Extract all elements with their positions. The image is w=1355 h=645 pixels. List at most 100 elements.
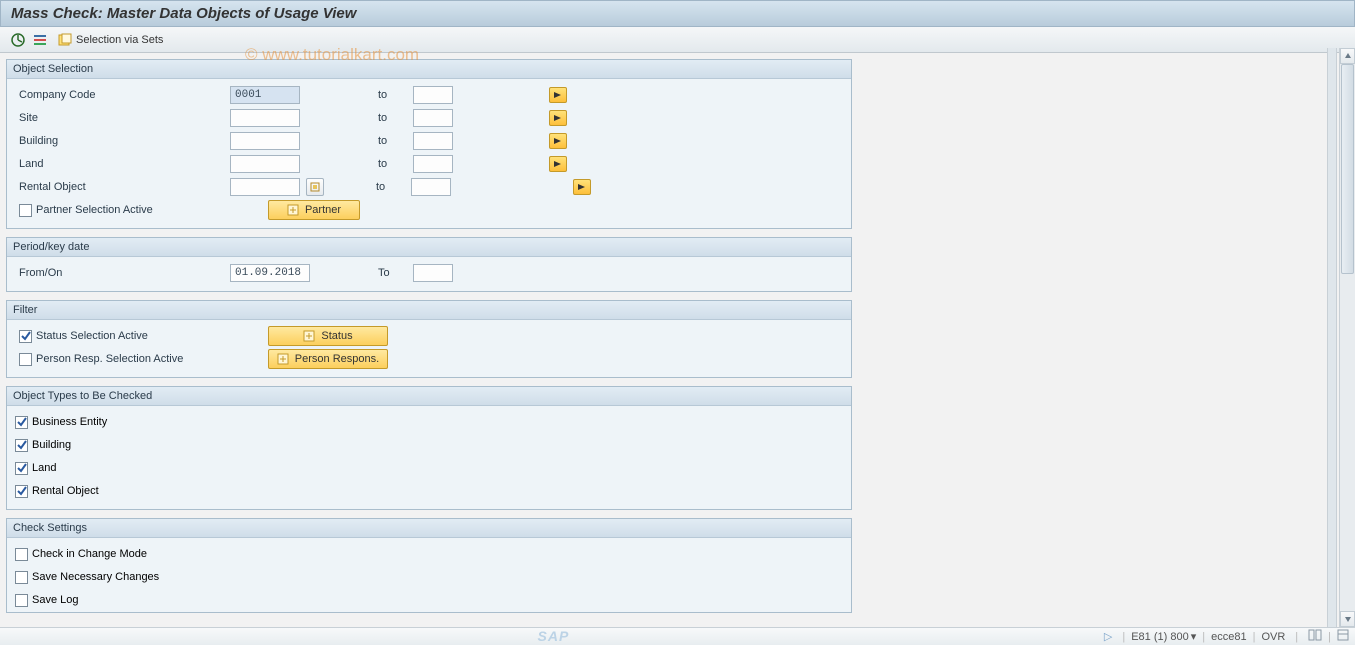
label-land: Land <box>15 158 230 170</box>
ot-land-checkbox[interactable] <box>15 462 28 475</box>
pane-splitter[interactable] <box>1327 48 1337 627</box>
row-building: Building to <box>15 130 843 152</box>
sap-logo: SAP <box>538 628 570 644</box>
label-period-from: From/On <box>15 267 230 279</box>
status-nav-icon[interactable]: ▷ <box>1104 630 1112 643</box>
status-button[interactable]: Status <box>268 326 388 346</box>
to-label: to <box>376 181 411 193</box>
person-active-checkbox[interactable] <box>19 353 32 366</box>
panel-header-period: Period/key date <box>7 238 851 257</box>
building-from-input[interactable] <box>230 132 300 150</box>
ot-rental-object-checkbox[interactable] <box>15 485 28 498</box>
to-label: to <box>378 158 413 170</box>
variant-icon[interactable] <box>30 31 50 49</box>
period-to-input[interactable] <box>413 264 453 282</box>
content-area: Object Selection Company Code to Site to <box>0 53 1355 636</box>
save-changes-label: Save Necessary Changes <box>32 571 159 583</box>
row-site: Site to <box>15 107 843 129</box>
row-ot-business-entity: Business Entity <box>15 411 843 433</box>
ot-building-checkbox[interactable] <box>15 439 28 452</box>
panel-object-selection: Object Selection Company Code to Site to <box>6 59 852 229</box>
land-to-input[interactable] <box>413 155 453 173</box>
person-active-wrap: Person Resp. Selection Active <box>15 353 230 366</box>
panel-object-types: Object Types to Be Checked Business Enti… <box>6 386 852 510</box>
panel-filter: Filter Status Selection Active Status <box>6 300 852 378</box>
status-button-label: Status <box>321 330 352 342</box>
panel-header-object-types: Object Types to Be Checked <box>7 387 851 406</box>
label-company-code: Company Code <box>15 89 230 101</box>
rental-object-range-button[interactable] <box>573 179 591 195</box>
land-from-input[interactable] <box>230 155 300 173</box>
status-active-label: Status Selection Active <box>36 330 148 342</box>
label-rental-object: Rental Object <box>15 181 230 193</box>
partner-button-label: Partner <box>305 204 341 216</box>
panel-period: Period/key date From/On To <box>6 237 852 292</box>
panel-header-filter: Filter <box>7 301 851 320</box>
scroll-up-icon[interactable] <box>1340 48 1355 64</box>
person-button-label: Person Respons. <box>295 353 379 365</box>
selection-sets-button[interactable]: Selection via Sets <box>52 30 169 50</box>
panel-check-settings: Check Settings Check in Change Mode Save… <box>6 518 852 613</box>
to-label: to <box>378 135 413 147</box>
row-status-selection: Status Selection Active Status <box>15 325 843 347</box>
vertical-scrollbar[interactable] <box>1339 48 1355 627</box>
row-partner-selection: Partner Selection Active Partner <box>15 199 843 221</box>
title-text: Mass Check: Master Data Objects of Usage… <box>11 5 356 22</box>
to-label: to <box>378 89 413 101</box>
scroll-down-icon[interactable] <box>1340 611 1355 627</box>
window-title: Mass Check: Master Data Objects of Usage… <box>0 0 1355 27</box>
save-log-checkbox[interactable] <box>15 594 28 607</box>
label-building: Building <box>15 135 230 147</box>
row-ot-building: Building <box>15 434 843 456</box>
row-cs-save-log: Save Log <box>15 589 843 611</box>
building-to-input[interactable] <box>413 132 453 150</box>
main-form-area: Object Selection Company Code to Site to <box>0 53 856 636</box>
rental-object-value-help-icon[interactable] <box>306 178 324 196</box>
row-cs-change-mode: Check in Change Mode <box>15 543 843 565</box>
row-rental-object: Rental Object to <box>15 176 843 198</box>
change-mode-checkbox[interactable] <box>15 548 28 561</box>
status-mode: OVR <box>1261 631 1285 643</box>
scroll-thumb[interactable] <box>1341 64 1354 274</box>
building-range-button[interactable] <box>549 133 567 149</box>
status-settings-icon[interactable] <box>1337 629 1349 644</box>
status-active-checkbox[interactable] <box>19 330 32 343</box>
ot-building-label: Building <box>32 439 71 451</box>
business-entity-checkbox[interactable] <box>15 416 28 429</box>
panel-header-check-settings: Check Settings <box>7 519 851 538</box>
site-to-input[interactable] <box>413 109 453 127</box>
company-code-from-input[interactable] <box>230 86 300 104</box>
land-range-button[interactable] <box>549 156 567 172</box>
company-code-range-button[interactable] <box>549 87 567 103</box>
ot-rental-object-label: Rental Object <box>32 485 99 497</box>
row-person-selection: Person Resp. Selection Active Person Res… <box>15 348 843 370</box>
period-from-input[interactable] <box>230 264 310 282</box>
row-ot-land: Land <box>15 457 843 479</box>
partner-button[interactable]: Partner <box>268 200 360 220</box>
status-server: ecce81 <box>1211 631 1246 643</box>
status-layout-icon[interactable] <box>1308 629 1322 644</box>
save-changes-checkbox[interactable] <box>15 571 28 584</box>
save-log-label: Save Log <box>32 594 78 606</box>
company-code-to-input[interactable] <box>413 86 453 104</box>
site-from-input[interactable] <box>230 109 300 127</box>
status-dropdown-icon[interactable]: ▾ <box>1191 630 1197 643</box>
selection-sets-label: Selection via Sets <box>76 34 163 46</box>
app-toolbar: Selection via Sets <box>0 27 1355 53</box>
rental-object-from-input[interactable] <box>230 178 300 196</box>
status-system: E81 (1) 800 <box>1131 631 1188 643</box>
vertical-scrollbar-outer <box>1339 48 1355 627</box>
to-label: to <box>378 112 413 124</box>
execute-icon[interactable] <box>8 31 28 49</box>
label-site: Site <box>15 112 230 124</box>
person-button[interactable]: Person Respons. <box>268 349 388 369</box>
partner-active-label: Partner Selection Active <box>36 204 153 216</box>
row-period-from: From/On To <box>15 262 843 284</box>
rental-object-to-input[interactable] <box>411 178 451 196</box>
scroll-track[interactable] <box>1340 64 1355 611</box>
site-range-button[interactable] <box>549 110 567 126</box>
partner-active-checkbox[interactable] <box>19 204 32 217</box>
row-ot-rental-object: Rental Object <box>15 480 843 502</box>
row-land: Land to <box>15 153 843 175</box>
ot-land-label: Land <box>32 462 56 474</box>
